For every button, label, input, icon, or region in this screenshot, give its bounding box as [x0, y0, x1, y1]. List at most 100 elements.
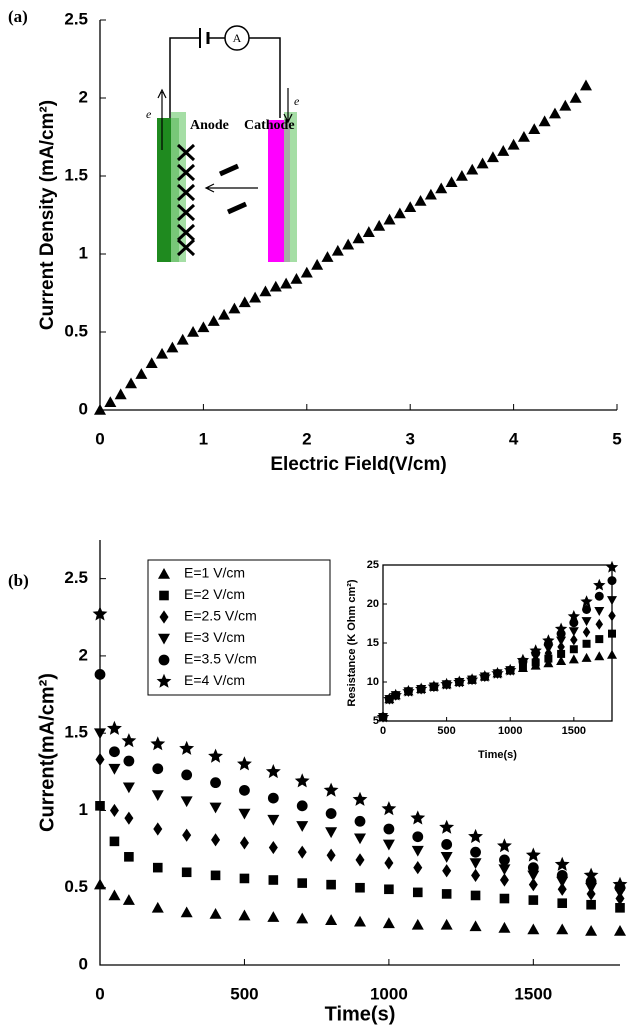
marker — [218, 308, 231, 320]
x-axis-label: Time(s) — [325, 1003, 396, 1025]
annotation: Anode — [190, 118, 229, 133]
marker — [471, 868, 481, 882]
legend-box — [147, 559, 331, 696]
y-axis-label: Current(mA/cm²) — [36, 673, 58, 832]
marker — [404, 201, 417, 212]
marker — [176, 333, 189, 345]
marker — [478, 670, 491, 682]
legend-marker — [158, 633, 170, 645]
legend-label: E=3 V/cm — [184, 629, 245, 645]
marker — [594, 591, 604, 601]
marker — [497, 838, 512, 853]
y-tick-label: 10 — [367, 676, 379, 688]
marker — [439, 819, 455, 834]
plot-frame — [382, 564, 613, 722]
marker — [476, 157, 489, 169]
legend-marker — [158, 654, 170, 666]
marker — [470, 890, 481, 901]
marker — [382, 917, 395, 929]
marker — [615, 903, 625, 913]
marker — [557, 649, 566, 658]
marker — [469, 920, 482, 932]
marker — [323, 782, 339, 797]
marker — [554, 622, 568, 635]
marker — [583, 867, 599, 882]
marker — [498, 864, 511, 876]
marker — [581, 617, 592, 627]
marker — [608, 610, 616, 622]
marker — [166, 341, 179, 353]
marker — [441, 839, 453, 850]
marker — [267, 792, 279, 804]
x-tick-label: 2 — [302, 429, 311, 448]
marker — [210, 870, 221, 881]
marker — [607, 596, 617, 606]
marker — [267, 911, 280, 922]
marker — [197, 321, 210, 333]
marker — [383, 692, 396, 705]
marker — [556, 655, 567, 665]
y-tick-label: 0.5 — [64, 321, 88, 340]
x-tick-label: 1000 — [498, 725, 522, 737]
marker — [151, 790, 164, 801]
panel-label: (a) — [8, 7, 28, 26]
marker — [228, 302, 241, 314]
marker — [297, 878, 308, 888]
annotation: A — [233, 31, 242, 45]
legend-marker — [158, 568, 170, 579]
marker — [384, 856, 394, 870]
x-tick-label: 1 — [199, 429, 208, 448]
marker — [453, 675, 466, 688]
marker — [290, 272, 303, 284]
marker — [104, 396, 117, 407]
marker — [557, 641, 565, 653]
marker — [491, 666, 504, 679]
marker — [586, 887, 596, 901]
marker — [568, 654, 579, 664]
marker — [469, 858, 482, 869]
marker — [579, 79, 592, 91]
legend-marker — [159, 610, 169, 624]
marker — [594, 651, 605, 661]
legend-marker — [156, 673, 172, 688]
y-tick-label: 15 — [367, 637, 379, 649]
marker — [180, 796, 193, 808]
x-tick-label: 500 — [230, 984, 258, 1003]
marker — [259, 285, 272, 297]
marker — [402, 684, 415, 697]
x-axis-label: Electric Field(V/cm) — [270, 454, 446, 475]
marker — [556, 869, 568, 881]
marker — [470, 846, 481, 858]
marker — [580, 595, 593, 607]
marker — [559, 99, 572, 111]
marker — [373, 219, 386, 231]
marker — [182, 828, 192, 842]
x-tick-label: 1500 — [514, 984, 552, 1003]
marker — [554, 856, 570, 871]
marker — [569, 92, 582, 103]
marker — [517, 131, 530, 142]
marker — [107, 720, 122, 735]
legend-label: E=2.5 V/cm — [184, 608, 257, 624]
legend-label: E=3.5 V/cm — [184, 651, 257, 667]
marker — [108, 763, 121, 775]
marker — [207, 315, 220, 326]
marker — [548, 107, 561, 119]
y-tick-label: 2.5 — [64, 568, 88, 587]
y-tick-label: 1 — [79, 243, 88, 262]
marker — [135, 368, 148, 379]
marker — [585, 925, 598, 936]
marker — [210, 777, 221, 789]
y-tick-label: 0 — [79, 399, 88, 418]
marker — [527, 870, 540, 882]
y-axis-label: Current Density (mA/cm²) — [37, 100, 58, 330]
arrow — [204, 183, 258, 193]
marker — [557, 898, 568, 908]
marker — [145, 357, 158, 368]
marker — [114, 388, 127, 400]
marker — [582, 626, 591, 638]
marker — [455, 170, 468, 181]
marker — [382, 839, 395, 851]
marker — [181, 867, 192, 878]
